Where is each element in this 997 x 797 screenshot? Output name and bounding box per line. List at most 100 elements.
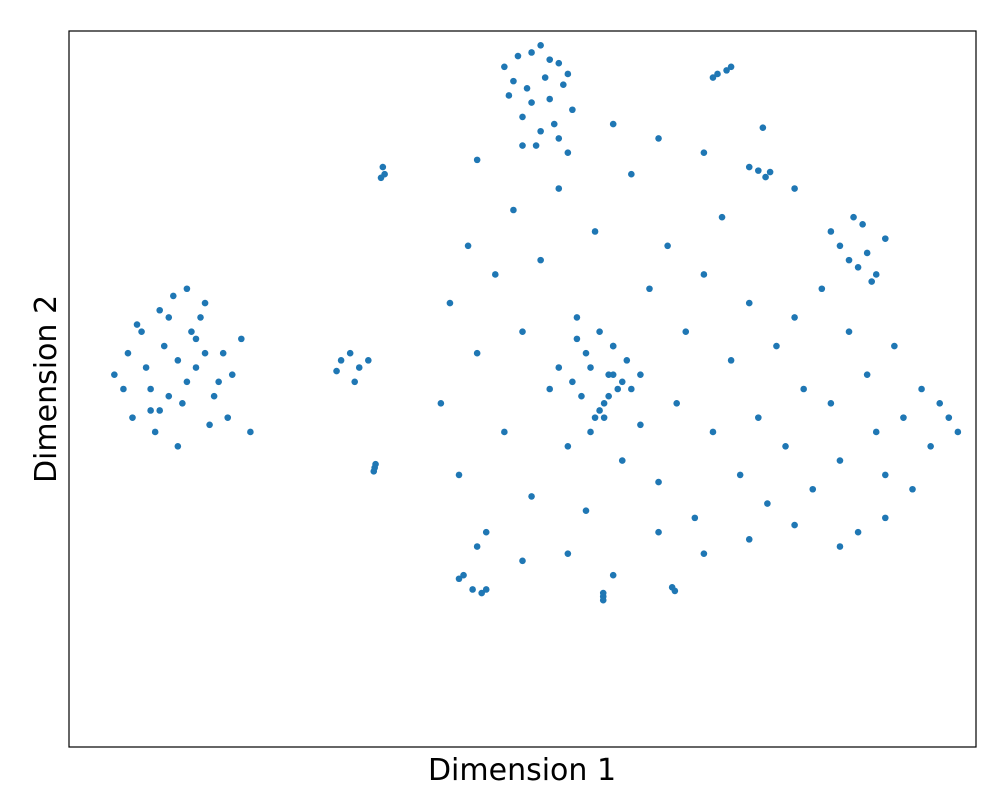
point (165, 314, 173, 321)
point (578, 392, 585, 400)
point (745, 299, 753, 307)
point (532, 142, 540, 149)
point (727, 357, 735, 364)
point (700, 149, 708, 157)
point (142, 364, 150, 371)
point (872, 428, 880, 436)
point (473, 156, 481, 164)
point (836, 457, 844, 464)
point (346, 349, 354, 357)
point (800, 385, 807, 393)
point (909, 485, 916, 493)
point (491, 271, 499, 278)
y-axis-label: Dimension 2 (29, 295, 64, 483)
point (718, 213, 726, 221)
point (791, 185, 798, 192)
point (160, 342, 168, 350)
point (628, 385, 635, 393)
point (600, 400, 608, 407)
point (201, 299, 209, 307)
point (564, 70, 572, 78)
point (609, 120, 617, 128)
point (120, 385, 127, 393)
point (582, 349, 590, 357)
point (727, 63, 735, 71)
point (514, 52, 522, 60)
point (623, 357, 631, 364)
point (473, 543, 481, 550)
point (197, 314, 204, 321)
point (124, 349, 132, 357)
point (605, 392, 612, 400)
point (147, 407, 154, 414)
point (637, 421, 644, 429)
point (464, 242, 472, 250)
point (482, 586, 490, 593)
point (945, 414, 953, 421)
point (936, 400, 944, 407)
point (587, 428, 594, 436)
point (854, 263, 862, 271)
point (723, 67, 730, 74)
point (762, 173, 769, 181)
point (147, 385, 154, 393)
point (215, 378, 222, 386)
point (219, 349, 227, 357)
point (868, 278, 875, 285)
point (745, 536, 753, 543)
point (859, 221, 866, 228)
point (773, 342, 780, 350)
point (206, 421, 213, 429)
point (614, 385, 622, 393)
point (192, 364, 200, 371)
point (863, 249, 871, 257)
point (587, 364, 594, 371)
point (596, 328, 603, 336)
point (519, 557, 526, 565)
point (174, 442, 182, 450)
point (573, 314, 581, 321)
point (714, 70, 721, 78)
point (546, 385, 554, 393)
point (827, 400, 835, 407)
point (700, 271, 708, 278)
point (519, 113, 526, 121)
point (365, 357, 372, 364)
point (766, 168, 774, 176)
point (954, 428, 962, 436)
point (550, 120, 558, 128)
point (755, 414, 762, 421)
point (609, 571, 617, 579)
point (850, 213, 857, 221)
point (569, 106, 576, 114)
point (759, 124, 767, 131)
point (900, 414, 907, 421)
point (599, 596, 607, 604)
point (618, 378, 626, 386)
point (228, 371, 236, 378)
point (809, 485, 817, 493)
point (927, 442, 934, 450)
point (791, 521, 798, 529)
point (564, 550, 572, 557)
point (591, 414, 599, 421)
point (671, 587, 679, 595)
point (599, 589, 607, 597)
point (351, 378, 359, 386)
point (501, 428, 508, 436)
x-axis-label: Dimension 1 (428, 753, 616, 788)
point (845, 328, 853, 336)
point (655, 478, 662, 486)
point (664, 242, 671, 250)
point (882, 471, 889, 479)
point (355, 364, 363, 371)
point (528, 99, 535, 106)
point (591, 228, 599, 235)
point (482, 528, 490, 536)
point (637, 371, 644, 378)
point (156, 407, 163, 414)
point (501, 63, 508, 71)
point (555, 59, 563, 67)
point (918, 385, 925, 393)
point (111, 371, 118, 378)
